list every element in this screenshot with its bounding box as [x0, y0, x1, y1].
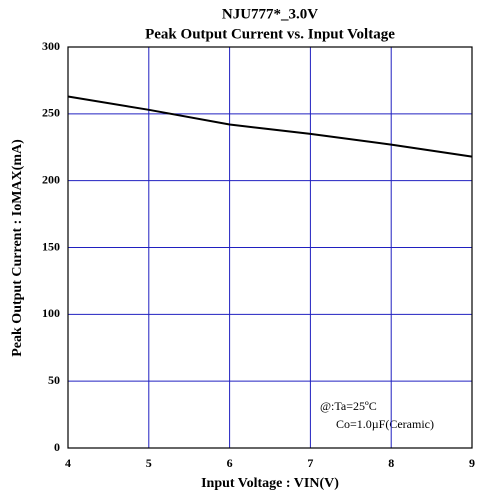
annotation: Co=1.0µF(Ceramic) — [336, 417, 434, 431]
y-tick-label: 0 — [54, 440, 60, 454]
y-tick-label: 150 — [42, 239, 60, 253]
chart-title: NJU777*_3.0V — [222, 6, 318, 22]
y-tick-label: 50 — [48, 373, 60, 387]
x-tick-label: 7 — [307, 456, 313, 470]
plot-frame — [67, 46, 473, 449]
data-line — [67, 95, 473, 158]
y-axis-label: Peak Output Current : IoMAX(mA) — [10, 139, 25, 357]
y-tick-label: 300 — [42, 39, 60, 53]
x-tick-label: 6 — [227, 456, 233, 470]
y-tick-label: 100 — [42, 306, 60, 320]
x-tick-label: 8 — [388, 456, 394, 470]
y-tick-label: 250 — [42, 106, 60, 120]
x-tick-label: 4 — [65, 456, 71, 470]
annotation: @:Ta=25ºC — [320, 399, 377, 413]
x-axis-label: Input Voltage : VIN(V) — [201, 476, 339, 491]
chart-subtitle: Peak Output Current vs. Input Voltage — [145, 26, 395, 42]
x-tick-label: 9 — [469, 456, 475, 470]
x-tick-label: 5 — [146, 456, 152, 470]
y-tick-label: 200 — [42, 172, 60, 186]
